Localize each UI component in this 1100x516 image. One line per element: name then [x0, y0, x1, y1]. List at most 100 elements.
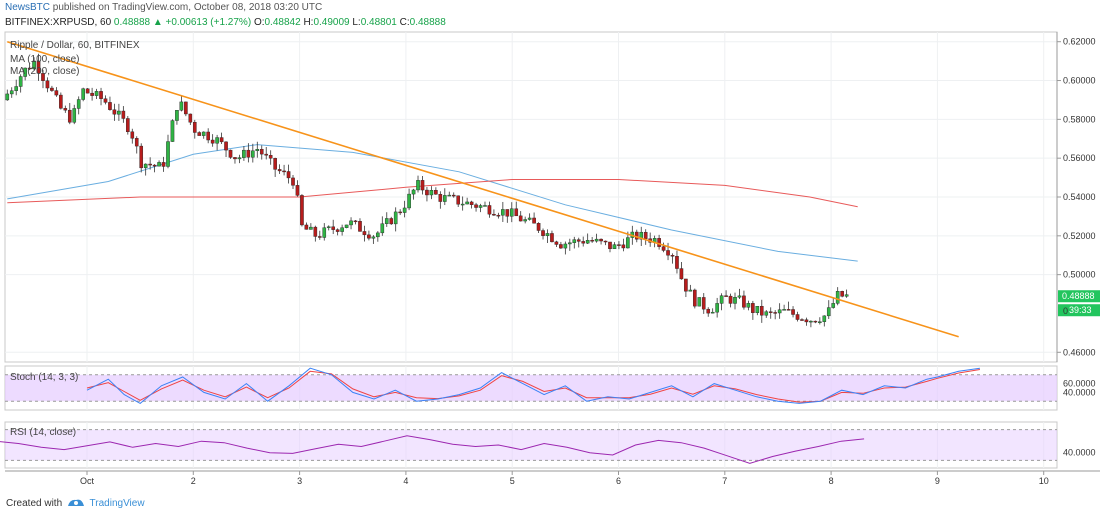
x-tick-label: 8: [829, 476, 834, 486]
price-badge-text: 0.48888: [1062, 291, 1095, 301]
candle-up: [340, 227, 344, 232]
candle-up: [14, 86, 19, 91]
candle-up: [81, 88, 85, 100]
candle-down: [599, 238, 603, 242]
candle-up: [545, 233, 550, 236]
candle-down: [233, 157, 237, 160]
candle-down: [367, 234, 371, 239]
candle-down: [291, 177, 295, 186]
trendline: [7, 40, 959, 338]
y-tick-label: 0.62000: [1063, 37, 1096, 47]
tradingview-brand[interactable]: TradingView: [89, 498, 145, 510]
x-tick-label: Oct: [80, 476, 95, 486]
candle-down: [134, 138, 139, 147]
rsi-band: [5, 429, 1057, 461]
candle-down: [45, 80, 50, 89]
candle-down: [54, 90, 59, 96]
candle-down: [228, 149, 233, 158]
candle-down: [643, 231, 648, 239]
candle-up: [523, 219, 527, 222]
candle-up: [18, 76, 23, 87]
candle-down: [273, 158, 277, 170]
symbol-label: BITFINEX:XRPUSD, 60: [5, 17, 112, 28]
candle-up: [429, 190, 434, 196]
candle-down: [148, 163, 152, 166]
candle-down: [451, 194, 456, 197]
candle-down: [603, 240, 608, 243]
candle-down: [36, 60, 41, 74]
candle-down: [313, 226, 318, 237]
high-value: 0.49009: [313, 17, 350, 28]
candle-down: [438, 194, 443, 202]
candle-down: [706, 308, 711, 314]
candle-down: [90, 92, 94, 96]
y-tick-label: 0.56000: [1063, 153, 1096, 163]
candle-up: [719, 295, 724, 304]
candle-down: [679, 268, 684, 280]
candle-down: [425, 189, 429, 196]
candle-up: [9, 90, 14, 95]
ma100-legend: MA (100, close): [10, 54, 80, 65]
y-tick-label: 0.54000: [1063, 192, 1096, 202]
candle-down: [840, 291, 844, 297]
candle-down: [246, 149, 251, 158]
candle-down: [27, 67, 32, 70]
candle-down: [353, 220, 358, 223]
candle-up: [764, 311, 769, 316]
y-tick-label: 0.50000: [1063, 270, 1096, 280]
candle-down: [487, 205, 492, 215]
candle-up: [746, 303, 751, 308]
candle-down: [99, 91, 103, 99]
candle-down: [786, 309, 791, 311]
low-label: L:: [352, 17, 361, 28]
candle-up: [809, 320, 813, 323]
candle-down: [617, 244, 621, 246]
candle-down: [335, 229, 340, 232]
y-tick-label: 0.60000: [1063, 76, 1096, 86]
candle-down: [219, 137, 224, 143]
high-label: H:: [303, 17, 314, 28]
candle-down: [469, 201, 474, 205]
candle-down: [282, 170, 286, 173]
ma100-line: [7, 144, 858, 262]
candle-up: [309, 226, 313, 230]
candle-down: [675, 256, 679, 269]
candle-down: [188, 113, 193, 123]
candle-up: [170, 120, 175, 142]
candle-down: [331, 226, 335, 230]
candle-up: [697, 297, 702, 307]
candle-down: [152, 164, 157, 167]
candle-down: [608, 241, 612, 250]
candle-up: [94, 91, 99, 96]
candle-down: [518, 215, 523, 222]
candle-up: [371, 236, 376, 239]
candle-down: [50, 87, 54, 91]
x-tick-label: 7: [722, 476, 727, 486]
published-text: published on TradingView.com, October 08…: [52, 2, 323, 13]
candle-up: [175, 110, 179, 121]
candle-up: [32, 60, 36, 70]
candle-down: [389, 218, 394, 225]
candle-down: [304, 224, 309, 230]
candle-up: [844, 294, 849, 297]
rsi-line: [0, 435, 865, 464]
candle-up: [443, 195, 447, 202]
publisher-name[interactable]: NewsBTC: [5, 2, 51, 13]
candle-up: [826, 307, 831, 317]
x-tick-label: 9: [935, 476, 940, 486]
candle-down: [804, 319, 809, 323]
candle-up: [215, 137, 219, 144]
candle-down: [420, 180, 425, 191]
partial-tick-label: 0: [1063, 306, 1068, 316]
candle-up: [835, 291, 840, 304]
candle-down: [661, 246, 666, 251]
candle-down: [362, 231, 367, 236]
candle-up: [612, 244, 617, 250]
candle-up: [255, 149, 260, 152]
candle-down: [791, 309, 795, 315]
candle-up: [568, 242, 572, 245]
candle-up: [402, 207, 407, 213]
y-tick-label: 0.46000: [1063, 347, 1096, 357]
candle-up: [407, 193, 411, 209]
